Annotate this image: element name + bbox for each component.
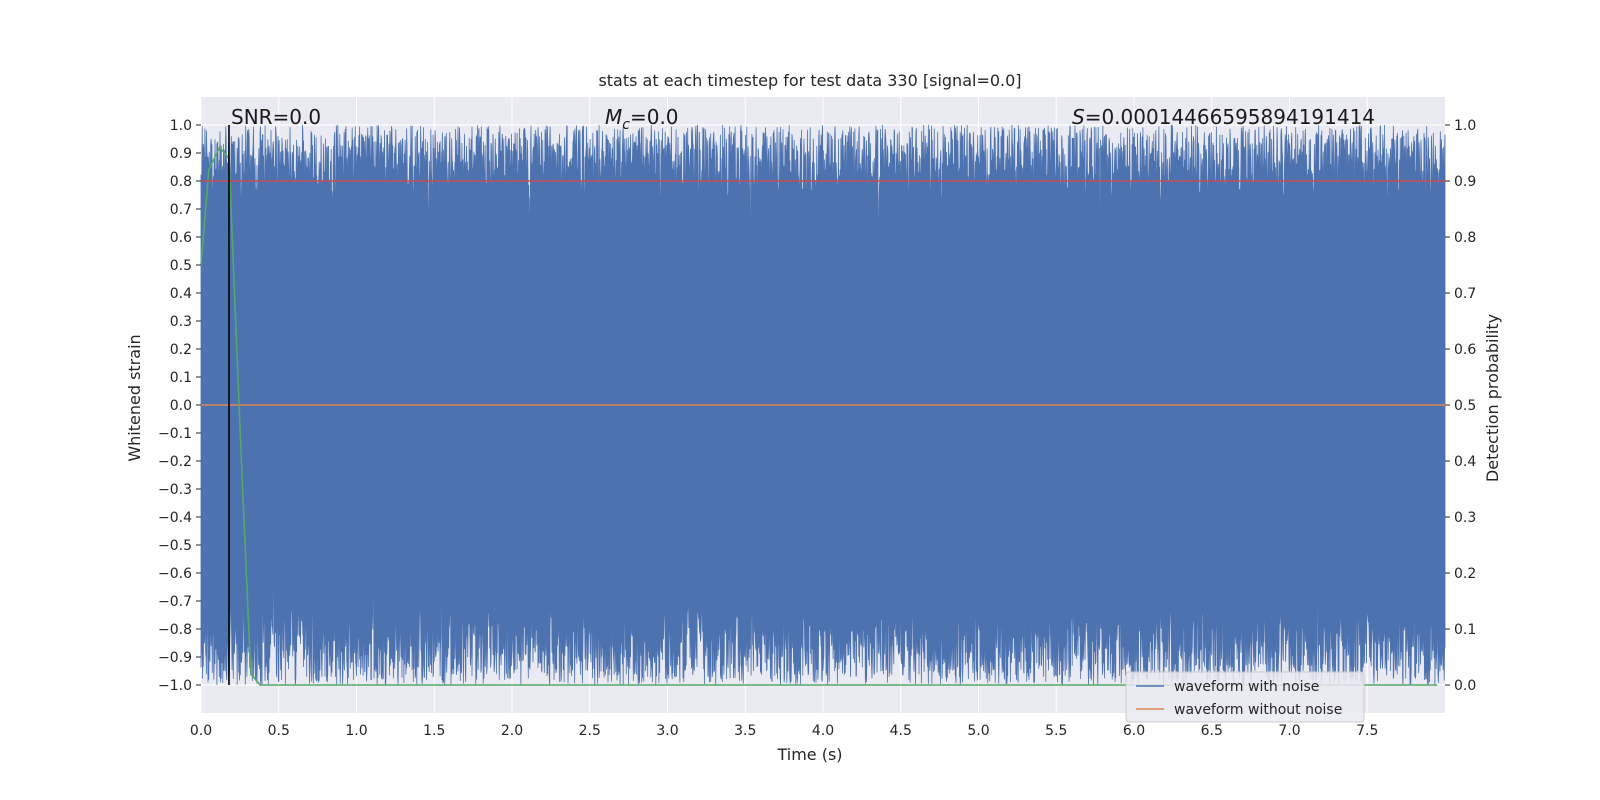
y-tick-label: 0.5	[170, 258, 192, 274]
series-lines	[200, 125, 1445, 686]
y-tick-label: 0.3	[170, 314, 192, 330]
x-axis-label: Time (s)	[776, 745, 842, 764]
y-tick-label: 0.1	[170, 370, 192, 386]
snr-annotation: SNR=0.0	[231, 105, 321, 129]
x-tick-label: 2.0	[501, 723, 523, 739]
y-tick-label: 0.8	[170, 174, 192, 190]
right-tick-label: 0.1	[1454, 622, 1476, 638]
legend-label-clean: waveform without noise	[1174, 702, 1342, 718]
mc-subscript: c	[622, 117, 630, 133]
detection-probability-line	[200, 145, 1438, 686]
x-tick-label: 4.0	[812, 723, 834, 739]
y-tick-label: −0.5	[158, 538, 192, 554]
x-tick-label: 5.5	[1045, 723, 1067, 739]
x-tick-label: 7.0	[1278, 723, 1300, 739]
y-tick-label: −0.1	[158, 426, 192, 442]
y-tick-label: −0.4	[158, 510, 192, 526]
y-axis-ticks: 1.0 0.9 0.8 0.7 0.6 0.5 0.4 0.3 0.2 0.1 0.0 −0.1 −0.…	[158, 118, 201, 694]
y-tick-label: −0.2	[158, 454, 192, 470]
x-tick-label: 4.5	[890, 723, 912, 739]
y-tick-label: 0.4	[170, 286, 192, 302]
y-tick-label: 0.7	[170, 202, 192, 218]
y-tick-label: −1.0	[158, 678, 192, 694]
right-tick-label: 0.8	[1454, 230, 1476, 246]
mc-symbol: M	[605, 105, 622, 129]
y-tick-label: −0.6	[158, 566, 192, 582]
chart-title: stats at each timestep for test data 330…	[598, 71, 1021, 90]
y-tick-label: −0.9	[158, 650, 192, 666]
x-tick-label: 3.0	[656, 723, 678, 739]
legend-box	[1125, 671, 1365, 723]
legend-label-noise: waveform with noise	[1174, 679, 1319, 695]
x-tick-label: 5.0	[967, 723, 989, 739]
y-tick-label: 1.0	[170, 118, 192, 134]
x-tick-label: 6.0	[1123, 723, 1145, 739]
s-value: =0.00014466595894191414	[1085, 105, 1375, 129]
right-tick-label: 0.0	[1454, 678, 1476, 694]
y-tick-label: −0.3	[158, 482, 192, 498]
x-tick-label: 1.5	[423, 723, 445, 739]
x-tick-label: 2.5	[579, 723, 601, 739]
mc-value: =0.0	[630, 105, 679, 129]
y-tick-label: 0.2	[170, 342, 192, 358]
right-tick-label: 0.6	[1454, 342, 1476, 358]
x-tick-label: 1.0	[345, 723, 367, 739]
chirp-mass-annotation: Mc=0.0	[605, 105, 679, 133]
right-tick-label: 0.5	[1454, 398, 1476, 414]
x-tick-label: 7.5	[1356, 723, 1378, 739]
y-tick-label: 0.9	[170, 146, 192, 162]
right-axis-ticks: 1.0 0.9 0.8 0.7 0.6 0.5 0.4 0.3 0.2 0.1 0.0	[1445, 118, 1476, 694]
right-tick-label: 0.4	[1454, 454, 1476, 470]
x-tick-label: 3.5	[734, 723, 756, 739]
right-axis-label: Detection probability	[1483, 314, 1502, 482]
right-tick-label: 0.2	[1454, 566, 1476, 582]
right-tick-label: 0.9	[1454, 174, 1476, 190]
y-tick-label: −0.7	[158, 594, 192, 610]
y-tick-label: 0.6	[170, 230, 192, 246]
s-symbol: S	[1072, 105, 1085, 129]
x-axis-ticks: 0.0 0.5 1.0 1.5 2.0 2.5 3.0 3.5 4.0 4.5 5.0 5.5 6.0 6…	[190, 723, 1379, 739]
x-tick-label: 6.5	[1201, 723, 1223, 739]
right-tick-label: 1.0	[1454, 118, 1476, 134]
y-tick-label: 0.0	[170, 398, 192, 414]
x-tick-label: 0.5	[268, 723, 290, 739]
right-tick-label: 0.7	[1454, 286, 1476, 302]
right-tick-label: 0.3	[1454, 510, 1476, 526]
s-annotation: S=0.00014466595894191414	[1072, 105, 1375, 129]
legend: waveform with noise waveform without noi…	[1125, 671, 1365, 723]
y-tick-label: −0.8	[158, 622, 192, 638]
y-axis-label: Whitened strain	[125, 334, 144, 461]
x-tick-label: 0.0	[190, 723, 212, 739]
